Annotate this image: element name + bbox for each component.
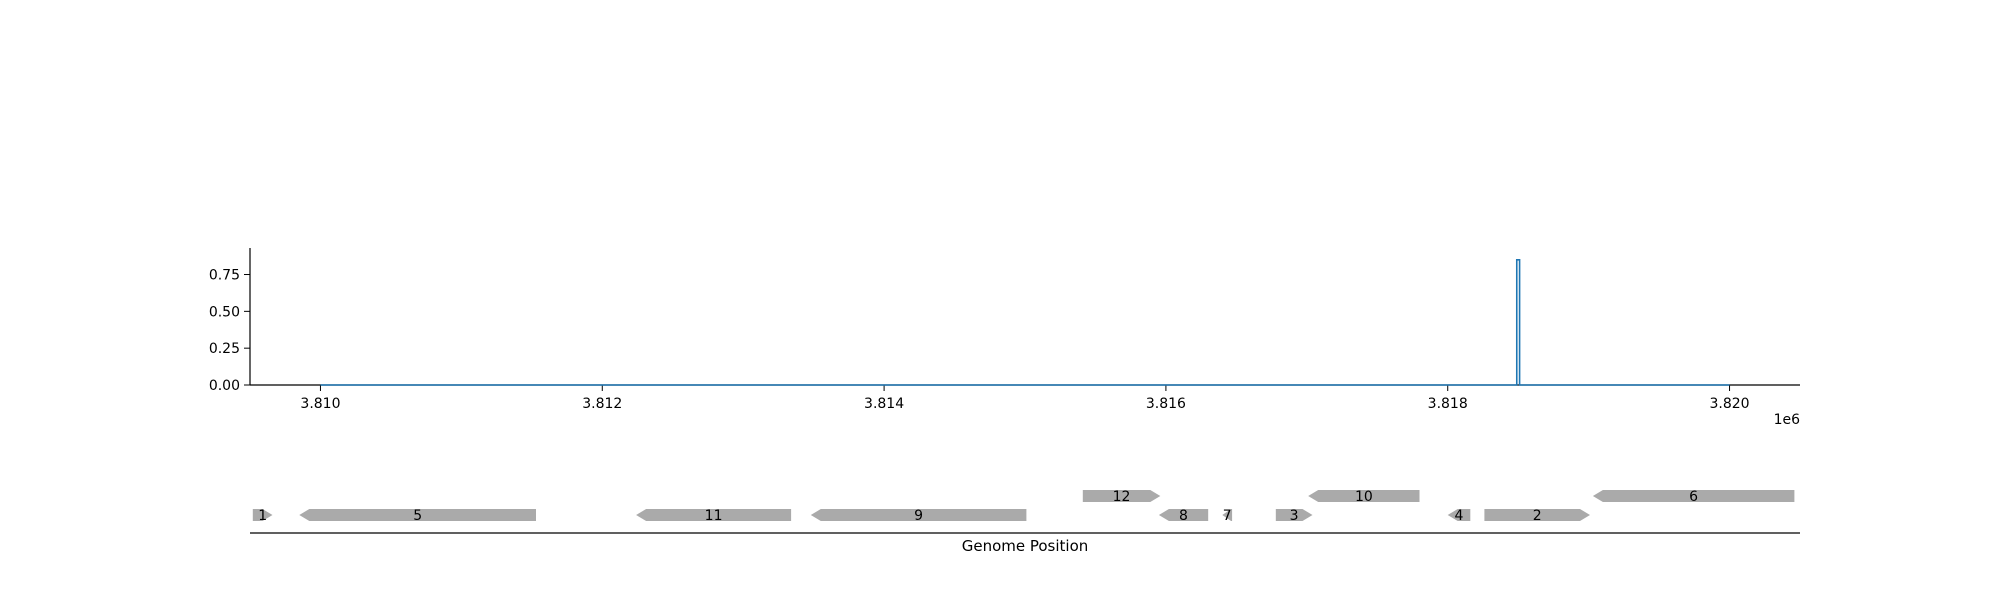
gene-arrow <box>252 509 273 521</box>
gene-label: 8 <box>1179 508 1188 524</box>
gene-label: 3 <box>1290 508 1299 524</box>
gene-arrow <box>1222 509 1233 521</box>
y-tick-label: 0.25 <box>209 341 240 357</box>
y-tick-label: 0.75 <box>209 268 240 284</box>
gene-arrow <box>1592 490 1795 502</box>
gene-arrow <box>1308 490 1420 502</box>
gene-track: 1 5 11 9 12 8 7 3 10 4 2 6 Genome Position <box>250 489 1800 555</box>
gene-label: 9 <box>914 508 923 524</box>
gene-label: 5 <box>413 508 422 524</box>
signal-plot: 0.000.250.500.75 3.810 3.812 3.814 3.816 3.8… <box>209 248 1800 428</box>
x-offset-label: 1e6 <box>1774 412 1801 428</box>
gene-label: 11 <box>705 508 723 524</box>
y-tick-label: 0.50 <box>209 304 240 320</box>
gene-arrow <box>1158 509 1209 521</box>
y-tick-label: 0.00 <box>209 378 240 394</box>
x-tick-label: 3.810 <box>300 396 340 412</box>
gene-label: 10 <box>1355 489 1373 505</box>
genes-group: 1 5 11 9 12 8 7 3 10 4 2 6 <box>252 489 1795 524</box>
y-ticks: 0.00 0.25 0.50 0.75 <box>209 268 250 394</box>
gene-label: 12 <box>1113 489 1131 505</box>
gene-arrow <box>636 509 792 521</box>
gene-arrow <box>1082 490 1161 502</box>
gene-label: 4 <box>1455 508 1464 524</box>
gene-label: 7 <box>1223 508 1232 524</box>
x-ticks: 3.810 3.812 3.814 3.816 3.818 3.820 <box>300 385 1750 412</box>
x-tick-label: 3.814 <box>864 396 904 412</box>
gene-label: 2 <box>1533 508 1542 524</box>
x-tick-label: 3.812 <box>582 396 622 412</box>
series-group <box>320 258 1730 386</box>
gene-arrow <box>299 509 536 521</box>
gene-arrow <box>1275 509 1313 521</box>
x-tick-label: 3.816 <box>1146 396 1186 412</box>
gene-track-xlabel: Genome Position <box>962 537 1089 555</box>
series-line <box>320 258 1730 386</box>
gene-arrow <box>810 509 1027 521</box>
x-tick-label: 3.818 <box>1428 396 1468 412</box>
gene-label: 1 <box>258 508 267 524</box>
gene-arrow <box>1447 509 1471 521</box>
gene-label: 6 <box>1689 489 1698 505</box>
x-tick-label: 3.820 <box>1709 396 1749 412</box>
gene-arrow <box>1484 509 1590 521</box>
